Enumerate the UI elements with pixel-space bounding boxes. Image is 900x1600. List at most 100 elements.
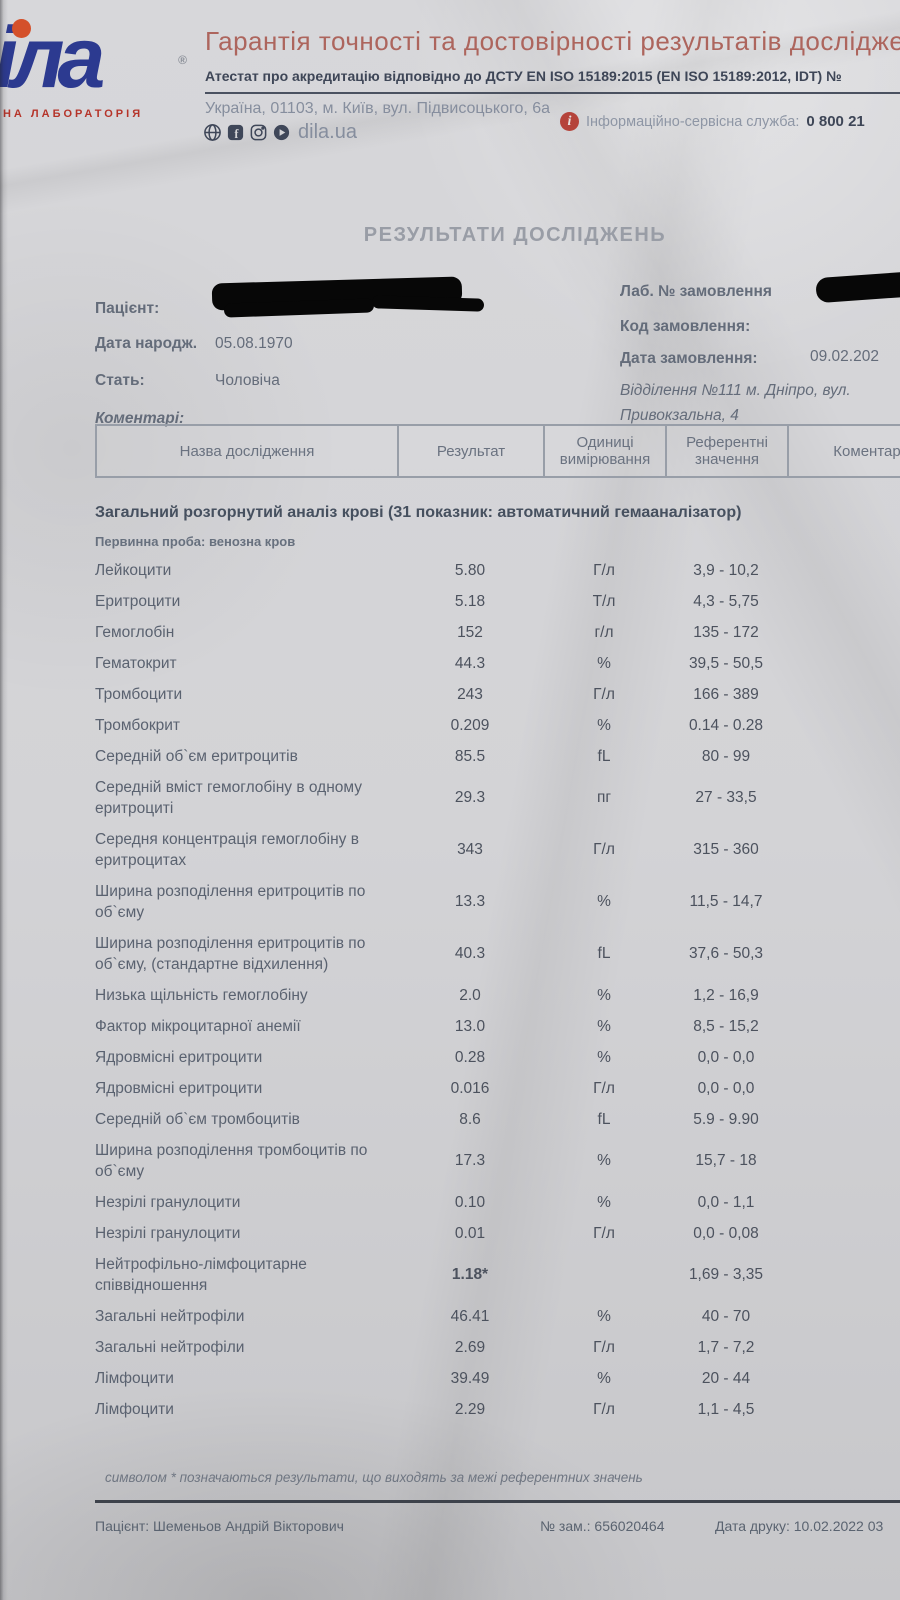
table-row: Середній об`єм тромбоцитів 8.6 fL 5.9 - … (95, 1105, 900, 1134)
test-unit: fL (597, 747, 611, 765)
table-row: Гематокрит 44.3 % 39,5 - 50,5 (95, 649, 900, 678)
table-row: Середня концентрація гемоглобіну в еритр… (95, 825, 900, 875)
table-row: Лейкоцити 5.80 Г/л 3,9 - 10,2 (95, 556, 900, 585)
test-name: Еритроцити (95, 593, 181, 610)
website-link: dila.ua (298, 121, 357, 143)
test-result: 29.3 (454, 789, 486, 806)
column-header-name: Назва дослідження (97, 426, 399, 476)
test-result: 152 (457, 623, 483, 641)
patient-label: Пацієнт: (95, 300, 160, 317)
test-unit: % (597, 716, 611, 734)
results-rows: Лейкоцити 5.80 Г/л 3,9 - 10,2 Еритроцити… (95, 556, 900, 1426)
table-row: Середній об`єм еритроцитів 85.5 fL 80 - … (95, 742, 900, 771)
test-name: Ширина розподілення еритроцитів по об`єм… (95, 935, 366, 973)
registered-mark: ® (178, 53, 186, 67)
facebook-icon: f (226, 123, 245, 142)
test-reference-range: 315 - 360 (693, 841, 759, 858)
test-result: 0.016 (450, 1079, 490, 1097)
sex-value: Чоловіча (215, 372, 280, 389)
table-row: Тромбокрит 0.209 % 0.14 - 0.28 (95, 711, 900, 740)
test-unit: Г/л (593, 841, 615, 858)
test-unit: % (597, 893, 611, 910)
test-unit: Г/л (593, 1224, 615, 1242)
table-row: Загальні нейтрофіли 46.41 % 40 - 70 (95, 1302, 900, 1331)
test-reference-range: 27 - 33,5 (695, 789, 757, 806)
test-name: Незрілі гранулоцити (95, 1194, 241, 1211)
test-reference-range: 3,9 - 10,2 (693, 561, 759, 579)
test-name: Загальні нейтрофіли (95, 1339, 245, 1356)
test-unit: % (597, 1369, 611, 1387)
table-row: Тромбоцити 243 Г/л 166 - 389 (95, 680, 900, 709)
test-result: 46.41 (450, 1307, 490, 1325)
test-result: 343 (457, 841, 483, 858)
footer-divider (95, 1500, 900, 1503)
test-unit: % (597, 1048, 611, 1066)
test-name: Загальні нейтрофіли (95, 1308, 245, 1325)
table-row: Ядровмісні еритроцити 0.28 % 0,0 - 0,0 (95, 1043, 900, 1072)
table-row: Ядровмісні еритроцити 0.016 Г/л 0,0 - 0,… (95, 1074, 900, 1103)
test-unit: Г/л (593, 1079, 615, 1097)
order-code-label: Код замовлення: (620, 318, 751, 335)
test-result: 2.29 (454, 1400, 486, 1418)
test-reference-range: 11,5 - 14,7 (689, 893, 763, 910)
table-row: Низька щільність гемоглобіну 2.0 % 1,2 -… (95, 981, 900, 1010)
reference-footnote: символом * позначаються результати, що в… (105, 1470, 643, 1485)
dila-logo-wordmark: діла ® (0, 12, 208, 104)
footer-print-date: Дата друку: 10.02.2022 03 (715, 1518, 900, 1534)
test-result: 0.28 (454, 1048, 486, 1066)
order-date-value: 09.02.202 (810, 348, 879, 365)
department-line1: Відділення №111 м. Дніпро, вул. (620, 382, 851, 399)
test-result: 13.3 (454, 893, 486, 910)
test-reference-range: 166 - 389 (693, 685, 759, 703)
test-name: Середній об`єм тромбоцитів (95, 1111, 300, 1128)
table-row: Ширина розподілення еритроцитів по об`єм… (95, 877, 900, 927)
column-header-units: Одиниці вимірювання (545, 426, 667, 476)
test-result: 8.6 (459, 1110, 481, 1128)
department-line2: Привокзальна, 4 (620, 407, 739, 424)
paper-edge-shadow (0, 0, 8, 1600)
info-service-phone: 0 800 21 (806, 113, 865, 130)
test-result: 1.18* (451, 1266, 489, 1283)
test-name: Ширина розподілення еритроцитів по об`єм… (95, 883, 366, 921)
test-name: Гематокрит (95, 655, 177, 672)
footer-print-label: Дата друку: (715, 1518, 790, 1534)
test-result: 0.01 (454, 1224, 486, 1242)
test-reference-range: 80 - 99 (701, 747, 751, 765)
table-row: Лімфоцити 39.49 % 20 - 44 (95, 1364, 900, 1393)
test-name: Лейкоцити (95, 562, 172, 579)
table-row: Загальні нейтрофіли 2.69 Г/л 1,7 - 7,2 (95, 1333, 900, 1362)
footer-order-label: № зам.: (540, 1518, 591, 1534)
test-name: Гемоглобін (95, 624, 175, 641)
test-unit: % (597, 1193, 611, 1211)
instagram-icon (249, 123, 268, 142)
test-reference-range: 0,0 - 1,1 (697, 1193, 755, 1211)
test-result: 13.0 (454, 1017, 486, 1035)
dob-label: Дата народж. (95, 335, 198, 352)
test-name: Ширина розподілення тромбоцитів по об`єм… (95, 1142, 368, 1180)
test-unit: % (597, 986, 611, 1004)
table-row: Фактор мікроцитарної анемії 13.0 % 8,5 -… (95, 1012, 900, 1041)
lab-address: Україна, 01103, м. Київ, вул. Підвисоцьк… (205, 100, 551, 117)
test-reference-range: 15,7 - 18 (695, 1152, 757, 1169)
dila-logo: діла ® МЕДИЧНА ЛАБОРАТОРІЯ (0, 12, 208, 120)
test-unit: Т/л (592, 592, 616, 610)
test-name: Нейтрофільно-лімфоцитарне співвідношення (95, 1256, 307, 1294)
test-reference-range: 40 - 70 (701, 1307, 751, 1325)
info-service-label: Інформаційно-сервісна служба: (586, 113, 800, 130)
test-name: Середній вміст гемоглобіну в одному ерит… (95, 779, 362, 817)
test-unit: Г/л (593, 561, 615, 579)
test-name: Низька щільність гемоглобіну (95, 987, 308, 1004)
test-unit: % (597, 654, 611, 672)
dob-value: 05.08.1970 (215, 335, 293, 352)
table-row: Нейтрофільно-лімфоцитарне співвідношення… (95, 1250, 900, 1300)
test-unit: Г/л (593, 1400, 615, 1418)
logo-tagline: МЕДИЧНА ЛАБОРАТОРІЯ (0, 108, 144, 120)
table-row: Незрілі гранулоцити 0.01 Г/л 0,0 - 0,08 (95, 1219, 900, 1248)
footer-order-no: № зам.: 656020464 (540, 1518, 665, 1534)
info-service-line: i Інформаційно-сервісна служба: 0 800 21 (560, 112, 900, 131)
table-row: Незрілі гранулоцити 0.10 % 0,0 - 1,1 (95, 1188, 900, 1217)
test-unit: fL (597, 1110, 611, 1128)
table-row: Ширина розподілення еритроцитів по об`єм… (95, 929, 900, 979)
test-result: 5.80 (454, 561, 486, 579)
test-reference-range: 1,1 - 4,5 (697, 1400, 755, 1418)
